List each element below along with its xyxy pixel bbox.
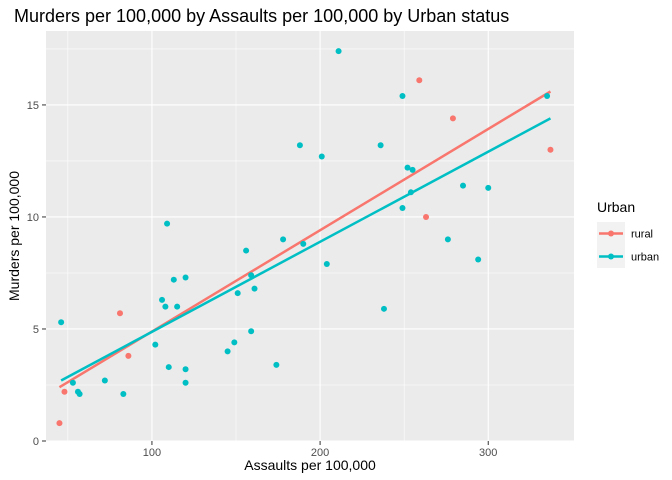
data-point-urban (444, 236, 451, 243)
tick-labels: 100 200 300 0 5 10 15 (27, 100, 498, 459)
data-point-urban (182, 366, 189, 373)
data-point-urban (182, 379, 189, 386)
data-point-urban (407, 189, 414, 196)
legend-keys: rural urban (597, 222, 659, 268)
y-tick-label: 10 (27, 212, 39, 224)
x-axis-title: Assaults per 100,000 (244, 457, 376, 473)
y-tick-label: 5 (33, 324, 39, 336)
x-tick-label: 100 (143, 447, 161, 459)
fit-lines (58, 90, 552, 389)
legend-key-point (608, 230, 614, 237)
data-point-urban (69, 379, 76, 386)
data-point-urban (409, 166, 416, 173)
data-point-urban (152, 341, 159, 348)
data-point-urban (165, 364, 172, 371)
data-point-urban (164, 220, 171, 227)
fit-line-urban (60, 117, 552, 382)
data-point-urban (243, 247, 250, 254)
data-point-rural (423, 213, 430, 220)
legend-title: Urban (597, 199, 635, 215)
data-point-urban (248, 328, 255, 335)
data-point-urban (399, 92, 406, 99)
data-point-urban (280, 236, 287, 243)
axis-ticks (42, 104, 489, 445)
x-tick-label: 300 (479, 447, 497, 459)
data-point-urban (460, 182, 467, 189)
data-point-urban (101, 377, 108, 384)
data-point-urban (120, 390, 127, 397)
data-point-urban (231, 339, 238, 346)
grid-minor (46, 31, 574, 441)
data-point-urban (273, 361, 280, 368)
data-point-urban (76, 390, 83, 397)
grid-major (46, 31, 574, 442)
legend-label-rural: rural (631, 229, 653, 241)
data-point-rural (125, 352, 132, 359)
data-point-urban (380, 305, 387, 312)
data-point-urban (182, 274, 189, 281)
data-point-urban (323, 261, 330, 268)
y-tick-label: 0 (33, 436, 39, 448)
data-point-urban (234, 290, 241, 297)
data-point-urban (251, 285, 258, 292)
data-point-rural (61, 388, 68, 395)
data-point-urban (58, 319, 65, 326)
data-point-rural (416, 77, 423, 84)
data-point-rural (116, 310, 123, 317)
chart-title: Murders per 100,000 by Assaults per 100,… (14, 6, 509, 26)
data-point-urban (377, 142, 384, 149)
data-points (56, 48, 554, 427)
data-point-urban (296, 142, 303, 149)
y-tick-label: 15 (27, 100, 39, 112)
data-point-urban (544, 92, 551, 99)
data-point-urban (174, 303, 181, 310)
data-point-urban (485, 184, 492, 191)
data-point-urban (162, 303, 169, 310)
data-point-urban (300, 240, 307, 247)
data-point-rural (449, 115, 456, 122)
x-tick-label: 200 (311, 447, 329, 459)
data-point-rural (547, 146, 554, 153)
data-point-urban (159, 296, 166, 303)
data-point-urban (224, 348, 231, 355)
data-point-urban (318, 153, 325, 160)
legend: Urban rural urban (597, 199, 659, 268)
data-point-urban (170, 276, 177, 283)
y-axis-title: Murders per 100,000 (6, 171, 22, 301)
data-point-urban (404, 164, 411, 171)
data-point-urban (248, 272, 255, 279)
data-point-rural (56, 420, 63, 427)
legend-label-urban: urban (631, 252, 659, 264)
data-point-urban (399, 204, 406, 211)
data-point-urban (475, 256, 482, 263)
data-point-urban (335, 48, 342, 55)
legend-key-point (608, 253, 614, 260)
